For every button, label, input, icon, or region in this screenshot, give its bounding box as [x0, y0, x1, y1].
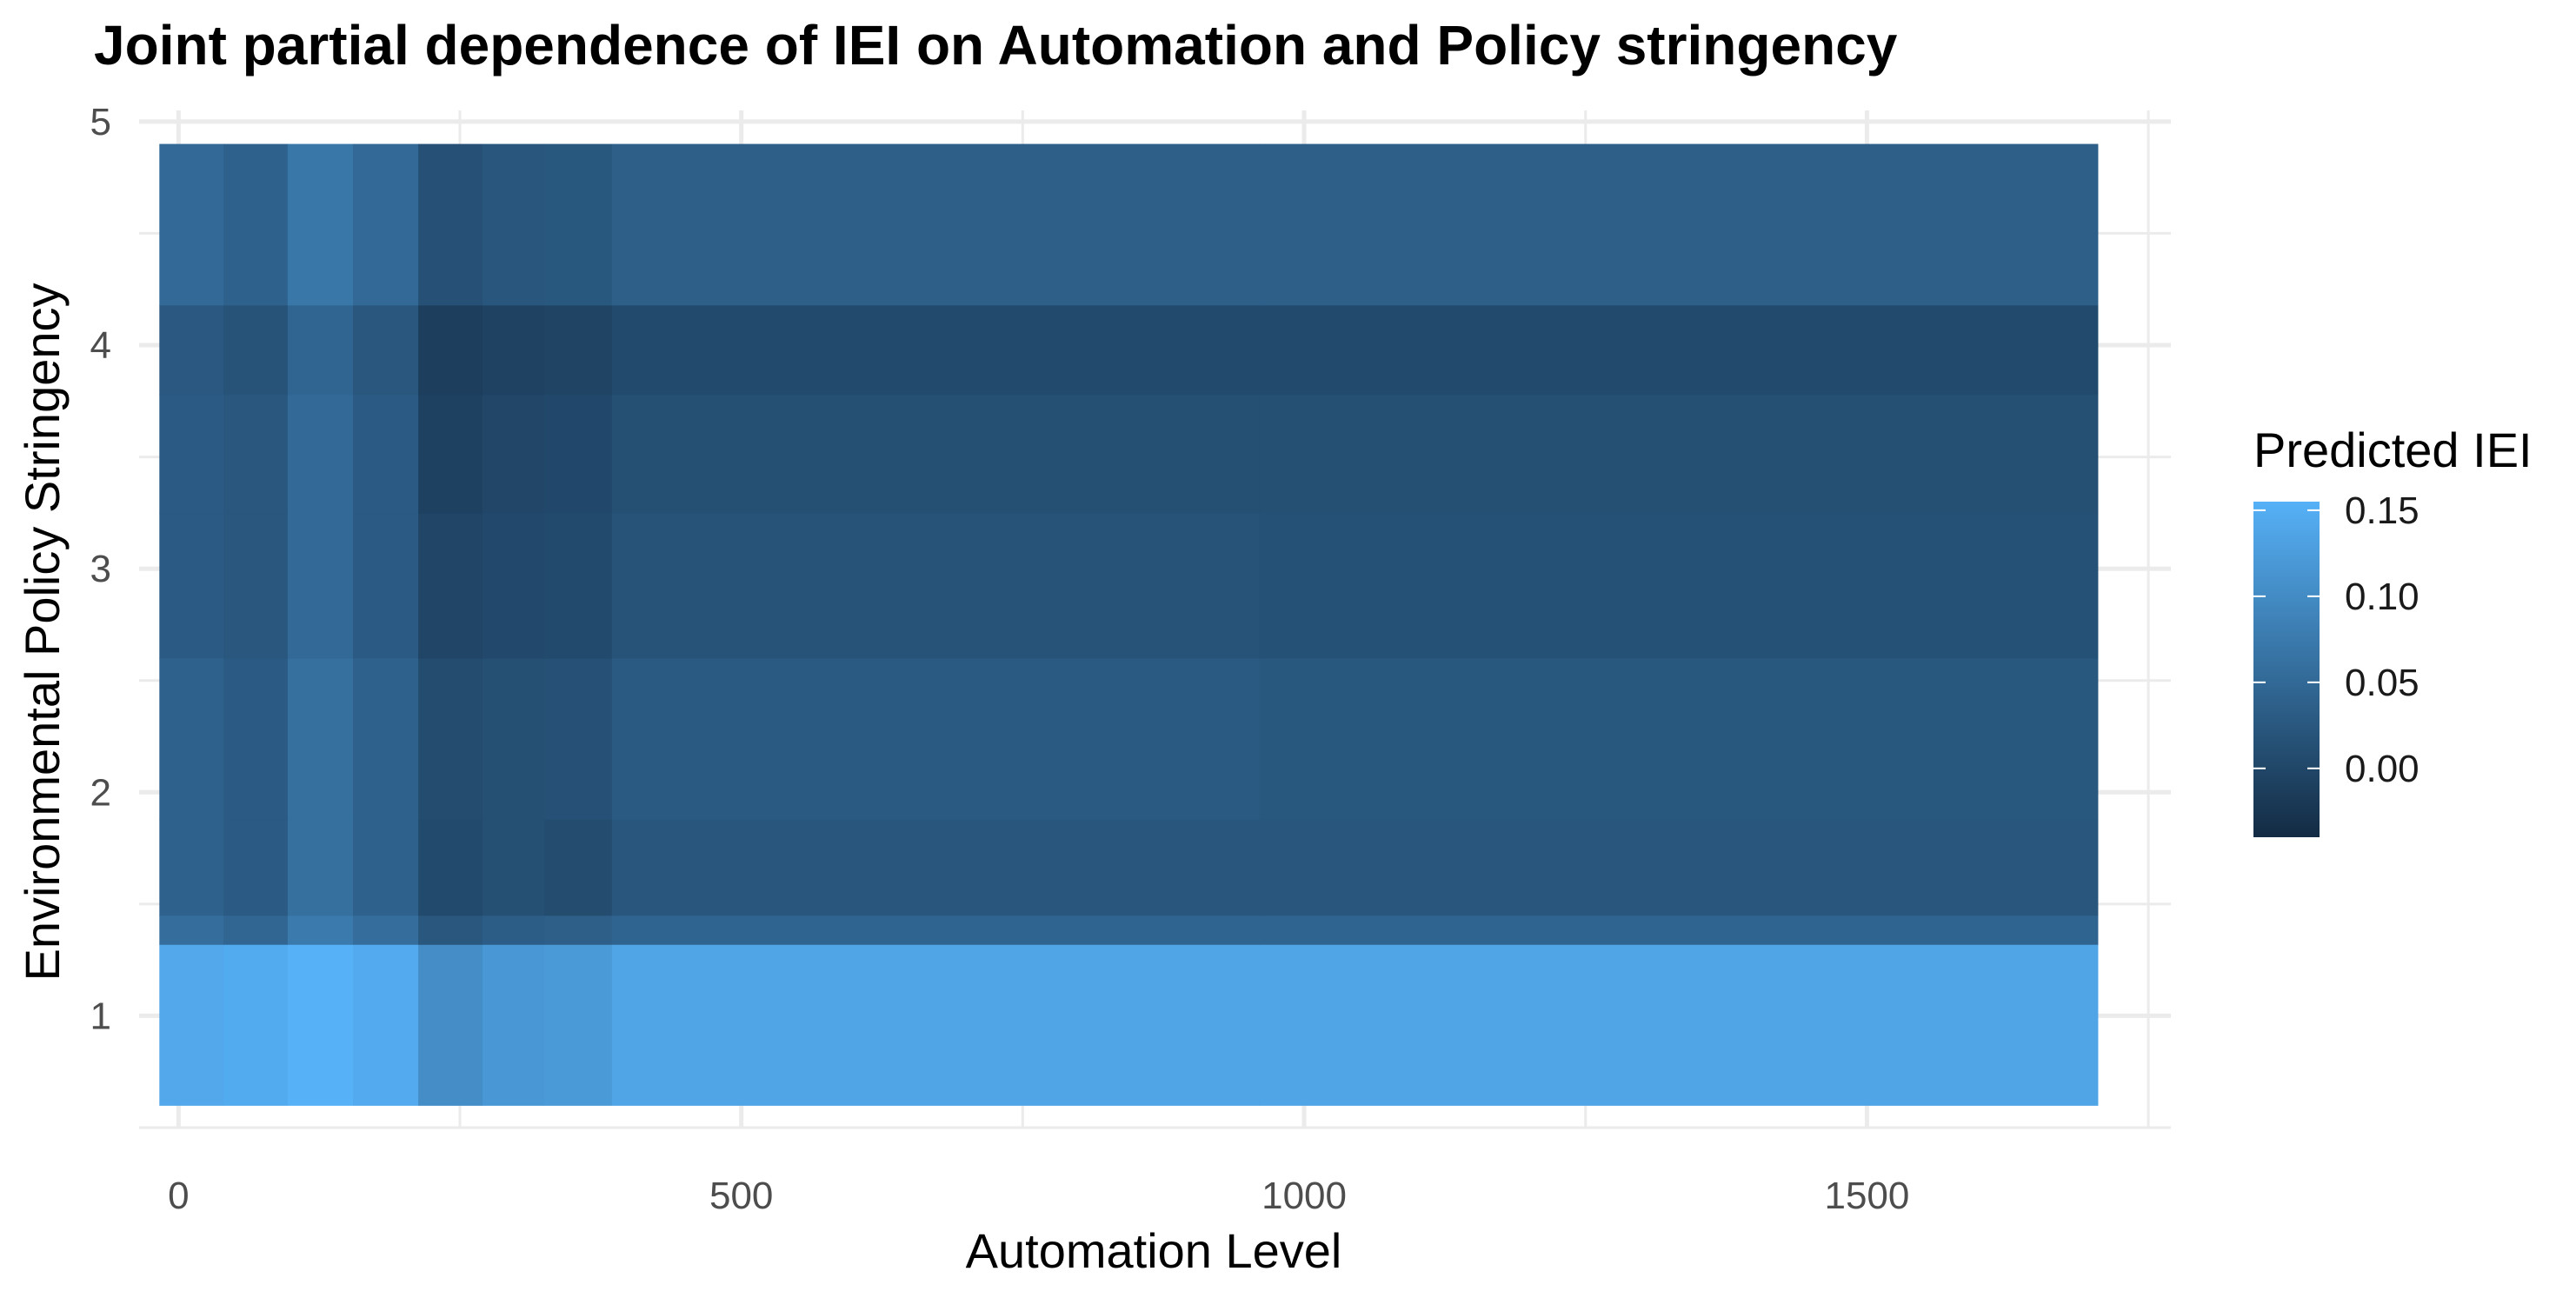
heatmap-tile: [1259, 658, 2099, 820]
x-tick-label: 1000: [1261, 1175, 1347, 1217]
heatmap-tile: [1259, 304, 2099, 396]
heatmap-tile: [223, 658, 289, 820]
heatmap-tile: [1259, 143, 2099, 306]
heatmap-tile: [418, 143, 483, 306]
heatmap-tile: [159, 658, 224, 820]
heatmap-tile: [482, 143, 545, 306]
heatmap-tile: [544, 819, 613, 916]
heatmap-tile: [353, 143, 419, 306]
heatmap-tile: [418, 915, 483, 945]
heatmap-tile: [353, 304, 419, 396]
heatmap-tile: [544, 143, 613, 306]
legend-tick-label: 0.05: [2345, 662, 2420, 704]
y-axis-ticks: 1 2 3 4 5: [90, 101, 111, 1038]
heatmap-tile: [418, 394, 483, 514]
heatmap-tile: [482, 512, 545, 659]
heatmap-tile: [611, 143, 1260, 306]
heatmap-tile: [159, 512, 224, 659]
heatmap-tile: [418, 304, 483, 396]
heatmap-tile: [611, 658, 1260, 820]
heatmap-tile: [482, 304, 545, 396]
heatmap-tile: [1259, 915, 2099, 945]
heatmap-tile: [482, 915, 545, 945]
legend-title: Predicted IEI: [2253, 423, 2533, 477]
heatmap-tile: [544, 512, 613, 659]
heatmap-tile: [159, 304, 224, 396]
heatmap-tile: [611, 944, 1260, 1106]
heatmap-tile: [611, 819, 1260, 916]
y-tick-label: 5: [90, 101, 111, 143]
x-axis-ticks: 0 500 1000 1500: [168, 1175, 1909, 1217]
heatmap-tile: [353, 658, 419, 820]
legend-tick-label: 0.15: [2345, 489, 2420, 532]
y-tick-label: 3: [90, 548, 111, 590]
heatmap-tile: [223, 512, 289, 659]
heatmap-tile: [353, 394, 419, 514]
x-tick-label: 0: [168, 1175, 189, 1217]
heatmap-tile: [611, 915, 1260, 945]
y-tick-label: 4: [90, 324, 111, 367]
heatmap-tile: [544, 304, 613, 396]
heatmap-tile: [223, 143, 289, 306]
heatmap-tile: [159, 143, 224, 306]
legend-ticks: 0.15 0.10 0.05 0.00: [2253, 489, 2420, 790]
heatmap-tile: [418, 819, 483, 916]
heatmap-tile: [482, 944, 545, 1106]
heatmap-tile: [287, 819, 354, 916]
chart-title: Joint partial dependence of IEI on Autom…: [94, 14, 1898, 77]
legend-colorbar: [2253, 502, 2320, 837]
x-axis-title: Automation Level: [966, 1223, 1342, 1278]
heatmap-tile: [482, 658, 545, 820]
heatmap-tile: [544, 944, 613, 1106]
color-legend: Predicted IEI 0.15 0.10 0.05 0.00: [2253, 423, 2533, 837]
heatmap-tile: [287, 512, 354, 659]
x-tick-label: 500: [709, 1175, 773, 1217]
heatmap-tile: [159, 915, 224, 945]
heatmap-tile: [482, 394, 545, 514]
heatmap-tile: [223, 394, 289, 514]
heatmap-tile: [353, 512, 419, 659]
x-tick-label: 1500: [1824, 1175, 1909, 1217]
heatmap-tile: [159, 394, 224, 514]
heatmap-tile: [1259, 944, 2099, 1106]
heatmap-tile: [287, 915, 354, 945]
heatmap-tile: [287, 394, 354, 514]
heatmap-tile: [1259, 512, 2099, 659]
heatmap-tile: [287, 658, 354, 820]
heatmap-tile: [611, 304, 1260, 396]
heatmap-tile: [287, 143, 354, 306]
heatmap-tile: [353, 944, 419, 1106]
heatmap-tile: [353, 819, 419, 916]
heatmap-tile: [418, 512, 483, 659]
heatmap-tile: [223, 819, 289, 916]
heatmap-tile: [223, 915, 289, 945]
heatmap-tile: [1259, 819, 2099, 916]
heatmap-tile: [223, 944, 289, 1106]
heatmap-tile: [418, 944, 483, 1106]
y-tick-label: 1: [90, 995, 111, 1037]
heatmap-tile: [159, 944, 224, 1106]
heatmap-tile: [287, 944, 354, 1106]
heatmap-tile: [353, 915, 419, 945]
heatmap-tile: [287, 304, 354, 396]
legend-tick-label: 0.10: [2345, 576, 2420, 618]
y-axis-title: Environmental Policy Stringency: [15, 283, 70, 981]
y-tick-label: 2: [90, 771, 111, 814]
heatmap-tile: [1259, 394, 2099, 514]
legend-tick-label: 0.00: [2345, 748, 2420, 790]
heatmap-tile: [544, 658, 613, 820]
heatmap-tile: [418, 658, 483, 820]
heatmap-tile: [611, 394, 1260, 514]
heatmap-tile: [482, 819, 545, 916]
heatmap-tile: [611, 512, 1260, 659]
heatmap-tile: [223, 304, 289, 396]
heatmap-tiles: [159, 143, 2099, 1106]
heatmap-tile: [544, 915, 613, 945]
heatmap-tile: [544, 394, 613, 514]
heatmap-tile: [159, 819, 224, 916]
